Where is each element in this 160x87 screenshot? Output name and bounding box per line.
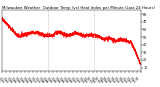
Text: 09:00: 09:00 xyxy=(65,76,73,84)
Text: 08:00: 08:00 xyxy=(57,76,65,84)
Text: 11:00: 11:00 xyxy=(81,76,89,84)
Text: 00:00: 00:00 xyxy=(0,76,2,84)
Text: 17:30: 17:30 xyxy=(133,76,141,84)
Text: 03:00: 03:00 xyxy=(18,76,25,84)
Text: 06:30: 06:30 xyxy=(45,76,53,84)
Text: Milwaukee Weather  Outdoor Temp (vs) Heat Index per Minute (Last 24 Hours): Milwaukee Weather Outdoor Temp (vs) Heat… xyxy=(2,6,155,10)
Text: 05:00: 05:00 xyxy=(34,76,41,84)
Text: 10:00: 10:00 xyxy=(73,76,81,84)
Text: 13:30: 13:30 xyxy=(101,76,109,84)
Text: 01:00: 01:00 xyxy=(2,76,10,84)
Text: 14:00: 14:00 xyxy=(105,76,113,84)
Text: 16:00: 16:00 xyxy=(121,76,129,84)
Text: 00:30: 00:30 xyxy=(0,76,6,84)
Text: 16:30: 16:30 xyxy=(125,76,133,84)
Text: 04:00: 04:00 xyxy=(26,76,33,84)
Text: 06:00: 06:00 xyxy=(42,76,49,84)
Text: 11:30: 11:30 xyxy=(85,76,93,84)
Text: 13:00: 13:00 xyxy=(97,76,105,84)
Text: 17:00: 17:00 xyxy=(129,76,137,84)
Text: 09:30: 09:30 xyxy=(69,76,77,84)
Text: 02:00: 02:00 xyxy=(10,76,17,84)
Text: 01:30: 01:30 xyxy=(6,76,14,84)
Text: 15:30: 15:30 xyxy=(117,76,125,84)
Text: 12:30: 12:30 xyxy=(93,76,101,84)
Text: 10:30: 10:30 xyxy=(77,76,85,84)
Text: 08:30: 08:30 xyxy=(61,76,69,84)
Text: 04:30: 04:30 xyxy=(29,76,37,84)
Text: 07:00: 07:00 xyxy=(49,76,57,84)
Text: 12:00: 12:00 xyxy=(89,76,97,84)
Text: 02:30: 02:30 xyxy=(14,76,21,84)
Text: 15:00: 15:00 xyxy=(113,76,121,84)
Text: 03:30: 03:30 xyxy=(22,76,29,84)
Text: 05:30: 05:30 xyxy=(37,76,45,84)
Text: 07:30: 07:30 xyxy=(53,76,61,84)
Text: 14:30: 14:30 xyxy=(109,76,117,84)
